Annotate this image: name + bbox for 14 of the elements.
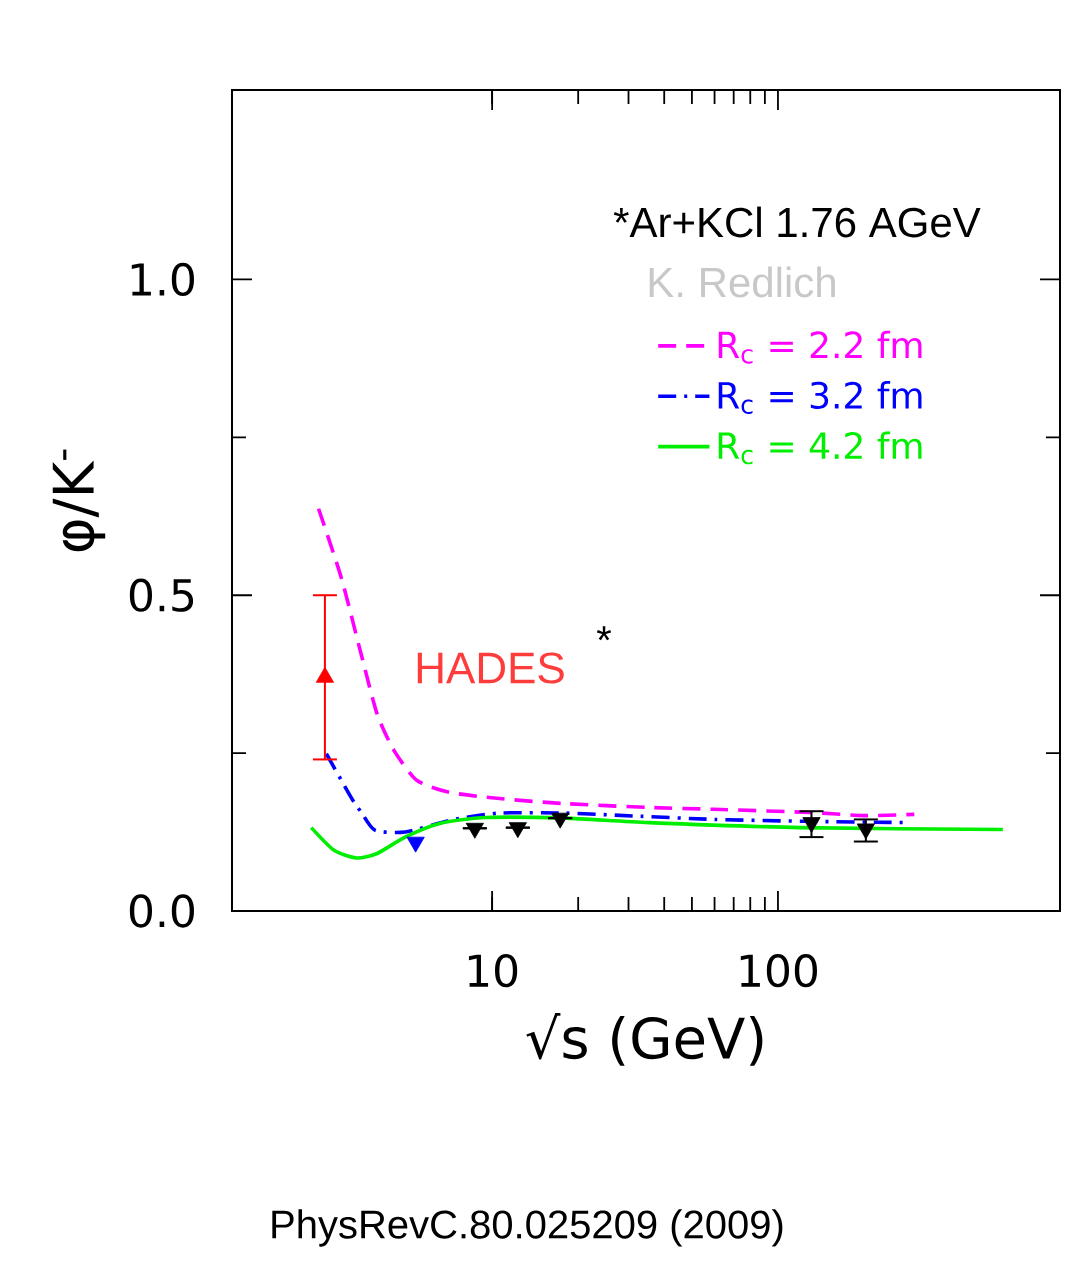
y-tick-label: 1.0 [131, 262, 194, 297]
x-tick-label: 100 [740, 954, 817, 988]
x-axis-title: √s (GeV) [526, 1013, 763, 1066]
annotation: *Ar+KCl 1.76 AGeV [613, 206, 981, 238]
legend-label: R$_{c}$ = 2.2 fm [718, 330, 922, 364]
x-tick-label: 10 [468, 954, 518, 988]
legend-label: R$_{c}$ = 4.2 fm [718, 431, 922, 465]
legend-label: R$_{c}$ = 3.2 fm [718, 381, 922, 414]
annotation: HADES [417, 652, 564, 684]
y-axis-title: φ/K$^{-}$ [52, 449, 106, 552]
y-tick-label: 0.0 [129, 894, 194, 928]
text: PhysRevC.80.025209 (2009) [272, 1209, 783, 1247]
y-tick-label: 0.5 [129, 578, 194, 612]
annotation: * [596, 626, 612, 641]
